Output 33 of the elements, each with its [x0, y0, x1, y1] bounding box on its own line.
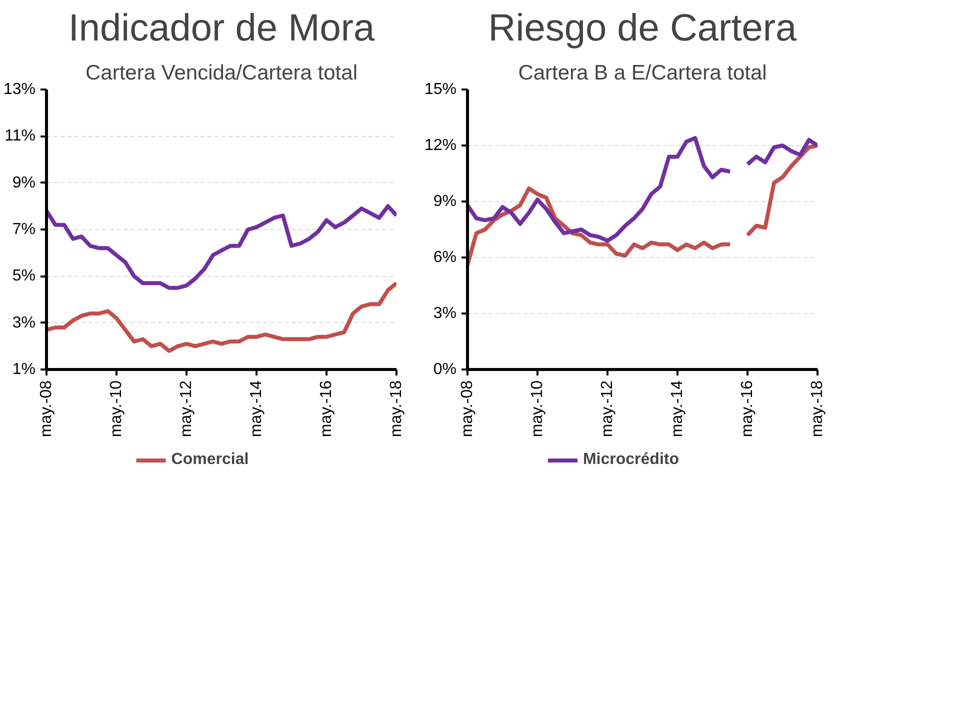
x-tick-label: may.-08: [459, 380, 476, 438]
x-tick-label: may.-14: [248, 380, 265, 438]
y-tick-label: 7%: [12, 221, 36, 238]
x-tick-label: may.-16: [739, 380, 756, 438]
legend-label: Microcrédito: [582, 451, 679, 469]
chart-subtitle: Cartera Vencida/Cartera total: [86, 62, 358, 84]
y-tick-label: 9%: [12, 174, 36, 192]
x-tick-label: may.-12: [599, 380, 616, 438]
y-tick-label: 3%: [433, 305, 456, 322]
x-tick-label: may.-12: [178, 380, 196, 438]
x-tick-label: may.-16: [318, 380, 336, 438]
y-tick-label: 1%: [12, 361, 36, 378]
line-series: [46, 281, 396, 353]
x-tick-label: may.-08: [38, 380, 55, 438]
y-tick-label: 0%: [433, 361, 456, 378]
y-tick-label: 15%: [424, 81, 457, 98]
x-tick-label: may.-18: [388, 380, 405, 438]
legend-label: Comercial: [171, 451, 249, 469]
y-tick-label: 12%: [424, 137, 457, 154]
y-tick-label: 13%: [3, 81, 36, 98]
y-tick-label: 3%: [12, 314, 36, 332]
x-tick-label: may.-18: [809, 380, 826, 438]
x-tick-label: may.-10: [528, 380, 546, 438]
chart-title: Riesgo de Cartera: [488, 8, 798, 50]
y-tick-label: 11%: [4, 128, 36, 145]
chart-title: Indicador de Mora: [68, 8, 376, 50]
y-tick-label: 5%: [12, 268, 36, 285]
x-tick-label: may.-14: [668, 380, 686, 438]
chart-subtitle: Cartera B a E/Cartera total: [518, 62, 767, 84]
line-series: [46, 204, 396, 290]
y-tick-label: 6%: [433, 249, 456, 266]
x-tick-label: may.-10: [108, 380, 125, 438]
y-tick-label: 9%: [433, 193, 456, 210]
